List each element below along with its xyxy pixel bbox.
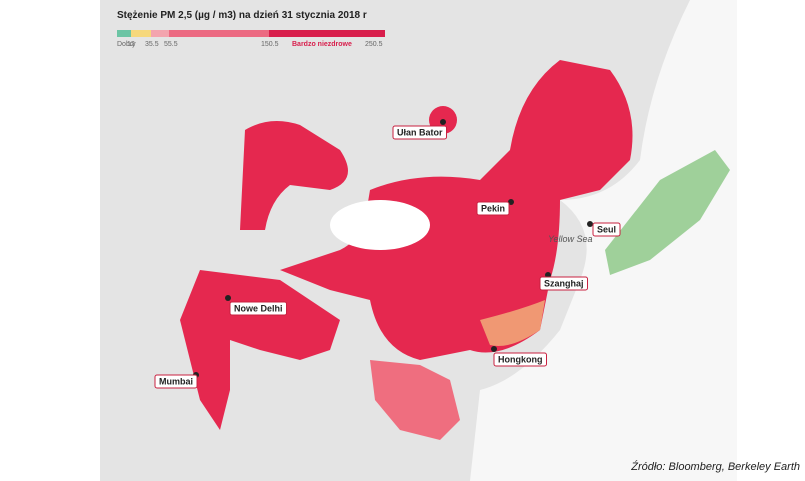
city-label-box (476, 201, 510, 216)
city-label: Mumbai (159, 376, 193, 386)
city-label-box (493, 352, 547, 367)
city-label-box (154, 374, 198, 389)
city-dot (491, 346, 497, 352)
pollution-area (180, 270, 340, 430)
city-label: Nowe Delhi (234, 303, 283, 313)
map-title: Stężenie PM 2,5 (µg / m3) na dzień 31 st… (117, 10, 367, 21)
moderate-area (480, 300, 545, 346)
city-dot (508, 199, 514, 205)
legend-swatch (151, 30, 169, 37)
sea-label: Yellow Sea (548, 234, 593, 244)
city-dot (225, 295, 231, 301)
legend-swatch (131, 30, 151, 37)
city-dot (440, 119, 446, 125)
city-label-box (539, 276, 589, 291)
city-label: Pekin (481, 203, 505, 213)
city-label-box (592, 222, 621, 237)
source: Źródło: Bloomberg, Berkeley Earth (630, 460, 800, 473)
clear-area (330, 200, 430, 250)
legend-label: 250.5 (365, 41, 383, 48)
pollution-area (240, 121, 348, 230)
legend-label: Bardzo niezdrowe (292, 41, 352, 48)
legend-swatch (269, 30, 385, 37)
legend-label: 12 (127, 41, 135, 48)
legend-label: 35.5 (145, 41, 159, 48)
japan-low-pollution (605, 150, 730, 275)
city-markers: Ułan Bator Pekin Seul Szanghaj Nowe Delhi Hon… (154, 119, 621, 389)
city-label: Seul (597, 224, 616, 234)
pollution-area (370, 360, 460, 440)
legend-label: 55.5 (164, 41, 178, 48)
city-label: Szanghaj (544, 278, 584, 288)
city-label: Hongkong (498, 354, 543, 364)
legend-label: Dobry (117, 41, 136, 48)
legend-label: 150.5 (261, 41, 279, 48)
city-dot (587, 221, 593, 227)
city-label-box (229, 301, 288, 316)
legend-swatch (169, 30, 269, 37)
city-label-box (392, 125, 448, 140)
city-label: Ułan Bator (397, 127, 443, 137)
legend-swatch (117, 30, 131, 37)
